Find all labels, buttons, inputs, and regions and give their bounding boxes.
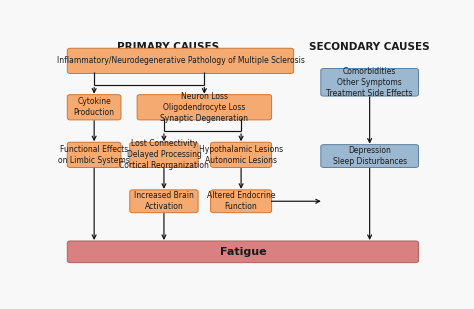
Text: Hypothalamic Lesions
Autonomic Lesions: Hypothalamic Lesions Autonomic Lesions [199, 145, 283, 165]
FancyBboxPatch shape [130, 190, 198, 213]
Text: Fatigue: Fatigue [219, 247, 266, 257]
Text: Altered Endocrine
Function: Altered Endocrine Function [207, 191, 275, 211]
Text: Depression
Sleep Disturbances: Depression Sleep Disturbances [333, 146, 407, 166]
FancyBboxPatch shape [210, 142, 272, 167]
Text: Lost Connectivity
Delayed Processing
Cortical Reorganization: Lost Connectivity Delayed Processing Cor… [119, 139, 209, 171]
FancyBboxPatch shape [67, 48, 293, 74]
Text: Functional Effects
on Limbic Systems: Functional Effects on Limbic Systems [58, 145, 130, 165]
FancyBboxPatch shape [137, 95, 272, 120]
FancyBboxPatch shape [321, 69, 419, 96]
Text: Comorbidities
Other Symptoms
Treatment Side Effects: Comorbidities Other Symptoms Treatment S… [327, 67, 413, 98]
FancyBboxPatch shape [67, 95, 121, 120]
Text: Inflammatory/Neurodegenerative Pathology of Multiple Sclerosis: Inflammatory/Neurodegenerative Pathology… [56, 56, 304, 66]
Text: SECONDARY CAUSES: SECONDARY CAUSES [310, 42, 430, 52]
Text: PRIMARY CAUSES: PRIMARY CAUSES [117, 42, 219, 52]
Text: Cytokine
Production: Cytokine Production [73, 97, 115, 117]
Text: Increased Brain
Activation: Increased Brain Activation [134, 191, 194, 211]
FancyBboxPatch shape [130, 142, 198, 167]
Text: Neuron Loss
Oligodendrocyte Loss
Synaptic Degeneration: Neuron Loss Oligodendrocyte Loss Synapti… [160, 92, 248, 123]
FancyBboxPatch shape [321, 145, 419, 167]
FancyBboxPatch shape [210, 190, 272, 213]
FancyBboxPatch shape [67, 241, 419, 263]
FancyBboxPatch shape [67, 142, 121, 167]
